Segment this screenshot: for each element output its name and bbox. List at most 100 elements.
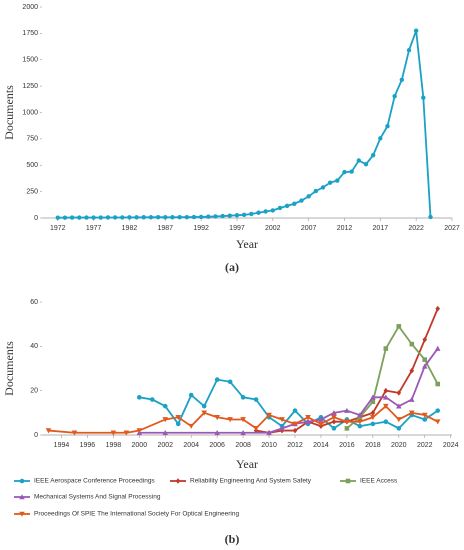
- marker: [422, 336, 428, 343]
- marker: [227, 417, 233, 423]
- marker: [240, 417, 246, 423]
- legend-label: Mechanical Systems And Signal Processing: [34, 494, 161, 501]
- marker: [163, 215, 168, 220]
- marker: [127, 215, 132, 220]
- marker: [331, 414, 337, 421]
- y-tick-label: 1500: [22, 57, 38, 64]
- x-tick-label: 2006: [209, 442, 225, 449]
- marker: [344, 426, 350, 431]
- marker: [305, 414, 311, 421]
- marker: [214, 377, 220, 382]
- x-tick-label: 2004: [183, 442, 199, 449]
- marker: [71, 430, 78, 436]
- marker: [349, 169, 354, 174]
- marker: [62, 215, 68, 220]
- x-tick-label: 1998: [106, 442, 122, 449]
- marker: [331, 426, 337, 431]
- marker: [378, 136, 383, 141]
- marker: [408, 410, 415, 416]
- marker: [105, 215, 111, 220]
- marker: [175, 414, 182, 421]
- y-tick-label: 1750: [22, 30, 38, 37]
- marker: [306, 194, 311, 199]
- marker: [77, 215, 82, 220]
- marker: [175, 421, 181, 427]
- x-tick-label: 1992: [193, 225, 209, 232]
- x-tick-label: 1972: [50, 225, 66, 232]
- x-tick-label: 1994: [54, 442, 70, 449]
- marker: [396, 390, 402, 396]
- legend-label: IEEE Aerospace Conference Proceedings: [34, 478, 155, 485]
- marker: [370, 394, 376, 400]
- marker: [345, 478, 351, 484]
- legend-label: Reliability Engineering And System Safet…: [190, 478, 312, 485]
- marker: [263, 209, 268, 214]
- marker: [383, 403, 389, 409]
- marker: [320, 185, 326, 190]
- marker: [363, 161, 369, 167]
- x-axis-label: Year: [236, 237, 258, 251]
- y-tick-label: 0: [34, 215, 38, 222]
- marker: [149, 397, 155, 402]
- marker: [370, 153, 376, 158]
- marker: [383, 394, 389, 400]
- marker: [241, 212, 247, 218]
- marker: [253, 397, 259, 402]
- marker: [370, 399, 376, 405]
- marker: [98, 215, 103, 220]
- marker: [435, 305, 441, 312]
- marker: [84, 215, 89, 220]
- marker: [137, 395, 142, 400]
- marker: [413, 28, 419, 33]
- marker: [292, 421, 298, 427]
- marker: [399, 77, 405, 82]
- marker: [256, 210, 261, 215]
- marker: [385, 124, 390, 129]
- x-tick-label: 2018: [365, 442, 381, 449]
- marker: [220, 213, 225, 219]
- marker: [327, 180, 333, 185]
- marker: [277, 205, 283, 211]
- marker: [422, 417, 428, 422]
- x-axis-label: Year: [236, 457, 258, 471]
- x-tick-label: 2002: [265, 225, 281, 232]
- marker: [422, 357, 428, 362]
- marker: [396, 417, 402, 423]
- y-axis-label: Documents: [2, 341, 16, 396]
- x-tick-label: 2020: [391, 442, 407, 449]
- marker: [177, 214, 182, 220]
- x-tick-label: 1996: [80, 442, 96, 449]
- x-tick-label: 1982: [122, 225, 138, 232]
- marker: [201, 410, 207, 416]
- marker: [357, 423, 363, 429]
- marker: [357, 419, 363, 425]
- marker: [266, 412, 272, 418]
- y-tick-label: 1250: [22, 83, 38, 90]
- marker: [318, 416, 324, 422]
- marker: [392, 93, 397, 99]
- marker: [435, 381, 441, 387]
- marker: [170, 215, 175, 220]
- marker: [136, 428, 143, 434]
- marker: [19, 511, 25, 517]
- marker: [162, 417, 169, 423]
- marker: [69, 215, 75, 220]
- marker: [383, 346, 389, 351]
- marker: [421, 95, 426, 100]
- marker: [299, 198, 304, 203]
- marker: [240, 429, 246, 436]
- marker: [284, 203, 290, 209]
- x-tick-label: 2027: [444, 225, 460, 232]
- marker: [45, 428, 52, 434]
- x-tick-label: 2012: [287, 442, 303, 449]
- marker: [188, 392, 194, 398]
- x-tick-label: 1997: [229, 225, 245, 232]
- marker: [134, 215, 139, 220]
- line: [57, 30, 432, 219]
- marker: [313, 188, 319, 194]
- marker: [191, 214, 197, 220]
- marker: [19, 478, 25, 484]
- marker: [409, 341, 415, 347]
- marker: [213, 214, 218, 219]
